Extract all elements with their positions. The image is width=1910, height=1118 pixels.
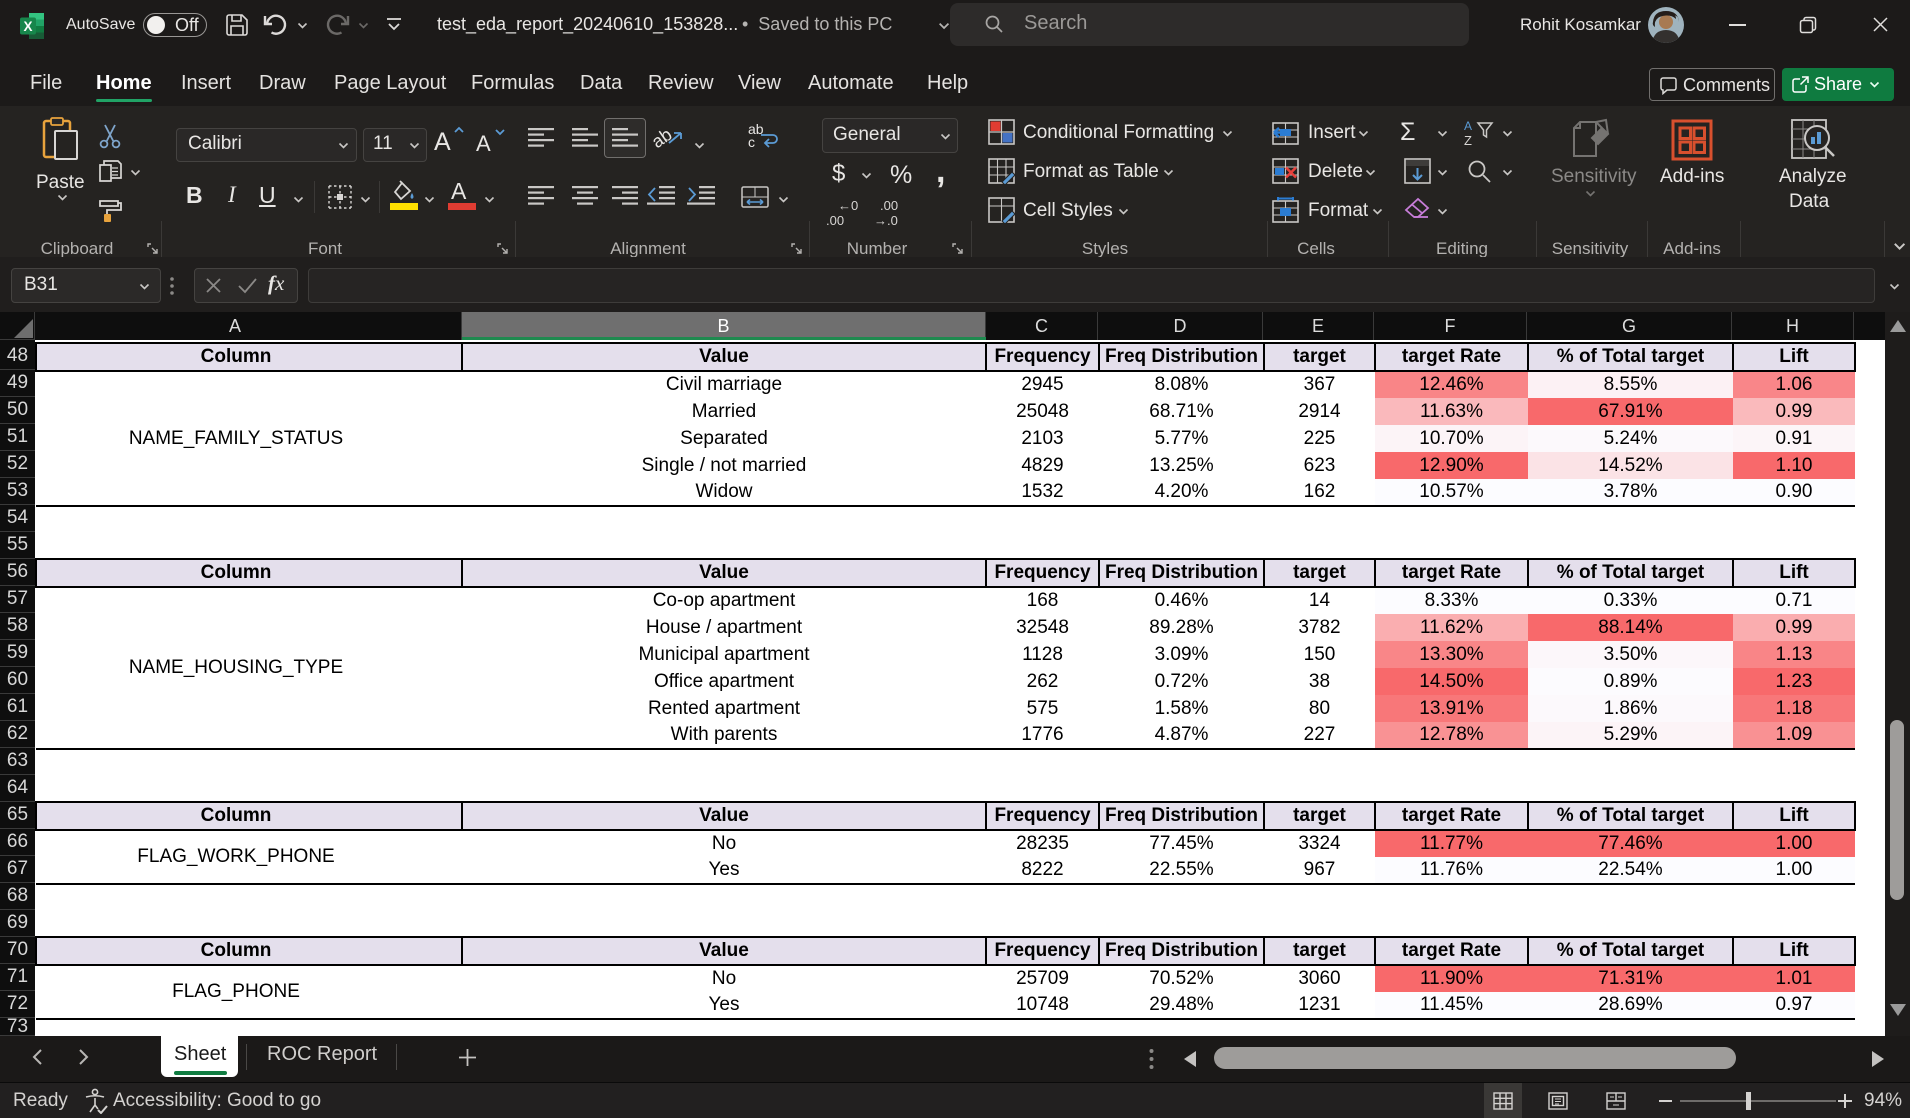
svg-text:.00: .00 bbox=[880, 198, 898, 213]
svg-text:→.0: →.0 bbox=[874, 213, 898, 228]
svg-text:.00: .00 bbox=[826, 213, 844, 228]
svg-text:←0: ←0 bbox=[838, 198, 858, 213]
svg-text:X: X bbox=[23, 19, 32, 34]
svg-text:Z: Z bbox=[1464, 133, 1472, 147]
svg-text:A: A bbox=[1464, 119, 1472, 133]
